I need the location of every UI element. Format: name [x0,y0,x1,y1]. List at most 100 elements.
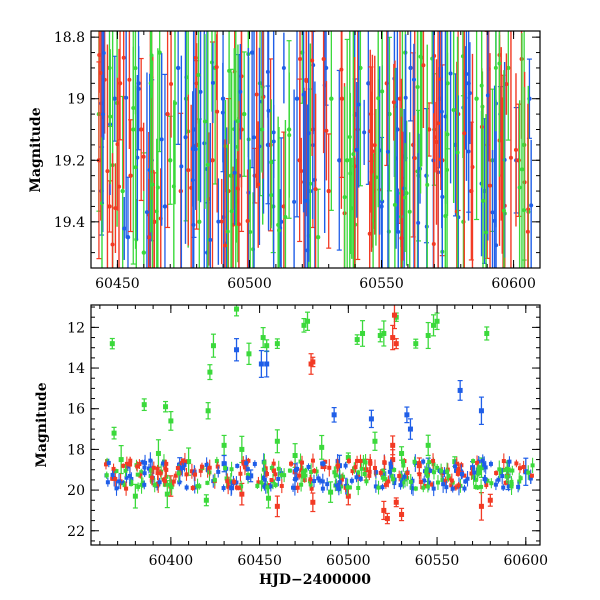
bottom-band-point [446,470,451,482]
bottom-band-point [479,479,484,495]
bottom-data-point [168,411,174,431]
bottom-band-point [279,470,284,480]
bottom-band-point [386,475,391,488]
top-streak-point [269,99,274,226]
top-streak-point [298,31,303,170]
bottom-data-point [109,337,115,350]
bottom-band-point [475,484,480,491]
bottom-band-point [456,482,461,489]
bottom-data-point [368,409,374,429]
bottom-band-point [482,456,487,473]
bottom-data-point [221,434,227,456]
bottom-band-point [306,463,311,471]
top-streak-point [223,139,228,268]
bottom-band-point [510,465,515,476]
bottom-band-point [378,469,383,477]
bottom-band-point [103,459,108,470]
bottom-data-point [118,445,124,475]
top-streak-point [219,178,224,265]
bottom-band-point [282,468,287,483]
top-streak-point [462,31,467,268]
bottom-data-point [399,507,405,522]
bottom-band-point [418,474,423,490]
top-streak-point [354,82,359,218]
bottom-band-point [355,455,360,467]
bottom-data-point [523,457,529,486]
bottom-data-point [354,334,360,345]
bottom-band-point [399,470,404,488]
top-streak-point [121,31,126,189]
top-streak-point [172,31,177,205]
top-data-point [294,31,300,218]
top-streak-point [260,86,265,173]
top-streak-point [421,31,426,128]
bottom-band-point [177,478,182,487]
bottom-band-point [529,473,534,478]
bottom-band-point [435,463,440,472]
top-streak-point [205,31,210,268]
bottom-band-point [269,477,274,482]
top-streak-point [517,100,522,268]
top-streak-point [131,46,136,170]
bottom-data-point [203,494,209,507]
bottom-panel: 60400 60450 60500 60550 60600 12 14 16 18 20 22 Ma… [34,304,548,588]
bottom-panel-y-axis-title: Magnitude [34,382,50,467]
top-streak-point [455,36,460,268]
bottom-band-point [489,478,494,489]
bottom-band-point [104,471,109,479]
bottom-band-point [401,459,406,472]
top-streak-point [372,55,377,235]
bottom-band-point [239,480,244,492]
bottom-band-point [411,481,416,496]
bottom-band-point [463,478,468,485]
bottom-band-point [337,473,342,492]
bottom-band-point [127,467,132,485]
bottom-band-point [423,483,428,489]
top-streak-point [407,132,412,268]
bottom-band-point [356,480,361,496]
bottom-y-tick-label: 22 [67,524,85,540]
top-x-tick-label: 60600 [491,276,536,292]
top-streak-point [248,159,253,268]
bottom-band-point [121,463,126,469]
top-streak-point [501,70,506,268]
top-streak-point [227,31,232,144]
bottom-data-point [328,481,334,503]
bottom-data-point [393,497,399,508]
top-streak-point [135,74,140,241]
top-streak-point [445,31,450,268]
bottom-band-point [151,461,156,474]
bottom-band-point [431,453,436,469]
top-streak-point [525,103,530,268]
bottom-band-point [265,481,270,494]
top-dense-streaks [97,31,534,268]
top-streak-point [159,53,164,226]
bottom-band-point [421,483,426,493]
top-streak-point [339,31,344,209]
bottom-data-point [319,434,325,460]
top-streak-point [146,179,151,268]
bottom-band-point [349,477,354,485]
bottom-band-point [279,478,284,494]
top-streak-point [481,105,486,268]
bottom-band-point [475,465,480,482]
bottom-band-point [361,454,366,467]
bottom-band-point [471,458,476,464]
bottom-band-point [136,482,141,492]
bottom-band-point [155,464,160,473]
bottom-data-point [265,487,271,509]
bottom-data-point [384,512,390,525]
bottom-y-tick-label: 18 [67,442,85,458]
top-panel-y-axis-title: Magnitude [28,107,44,192]
bottom-band-point [129,478,134,486]
bottom-band-point [199,462,204,471]
top-streak-point [385,31,390,268]
top-streak-point [186,94,191,246]
top-streak-point [470,53,475,268]
bottom-band-point [450,484,455,493]
bottom-band-point [111,463,116,475]
top-streak-point [202,34,207,209]
bottom-band-point [473,484,478,490]
bottom-band-point [124,472,129,483]
